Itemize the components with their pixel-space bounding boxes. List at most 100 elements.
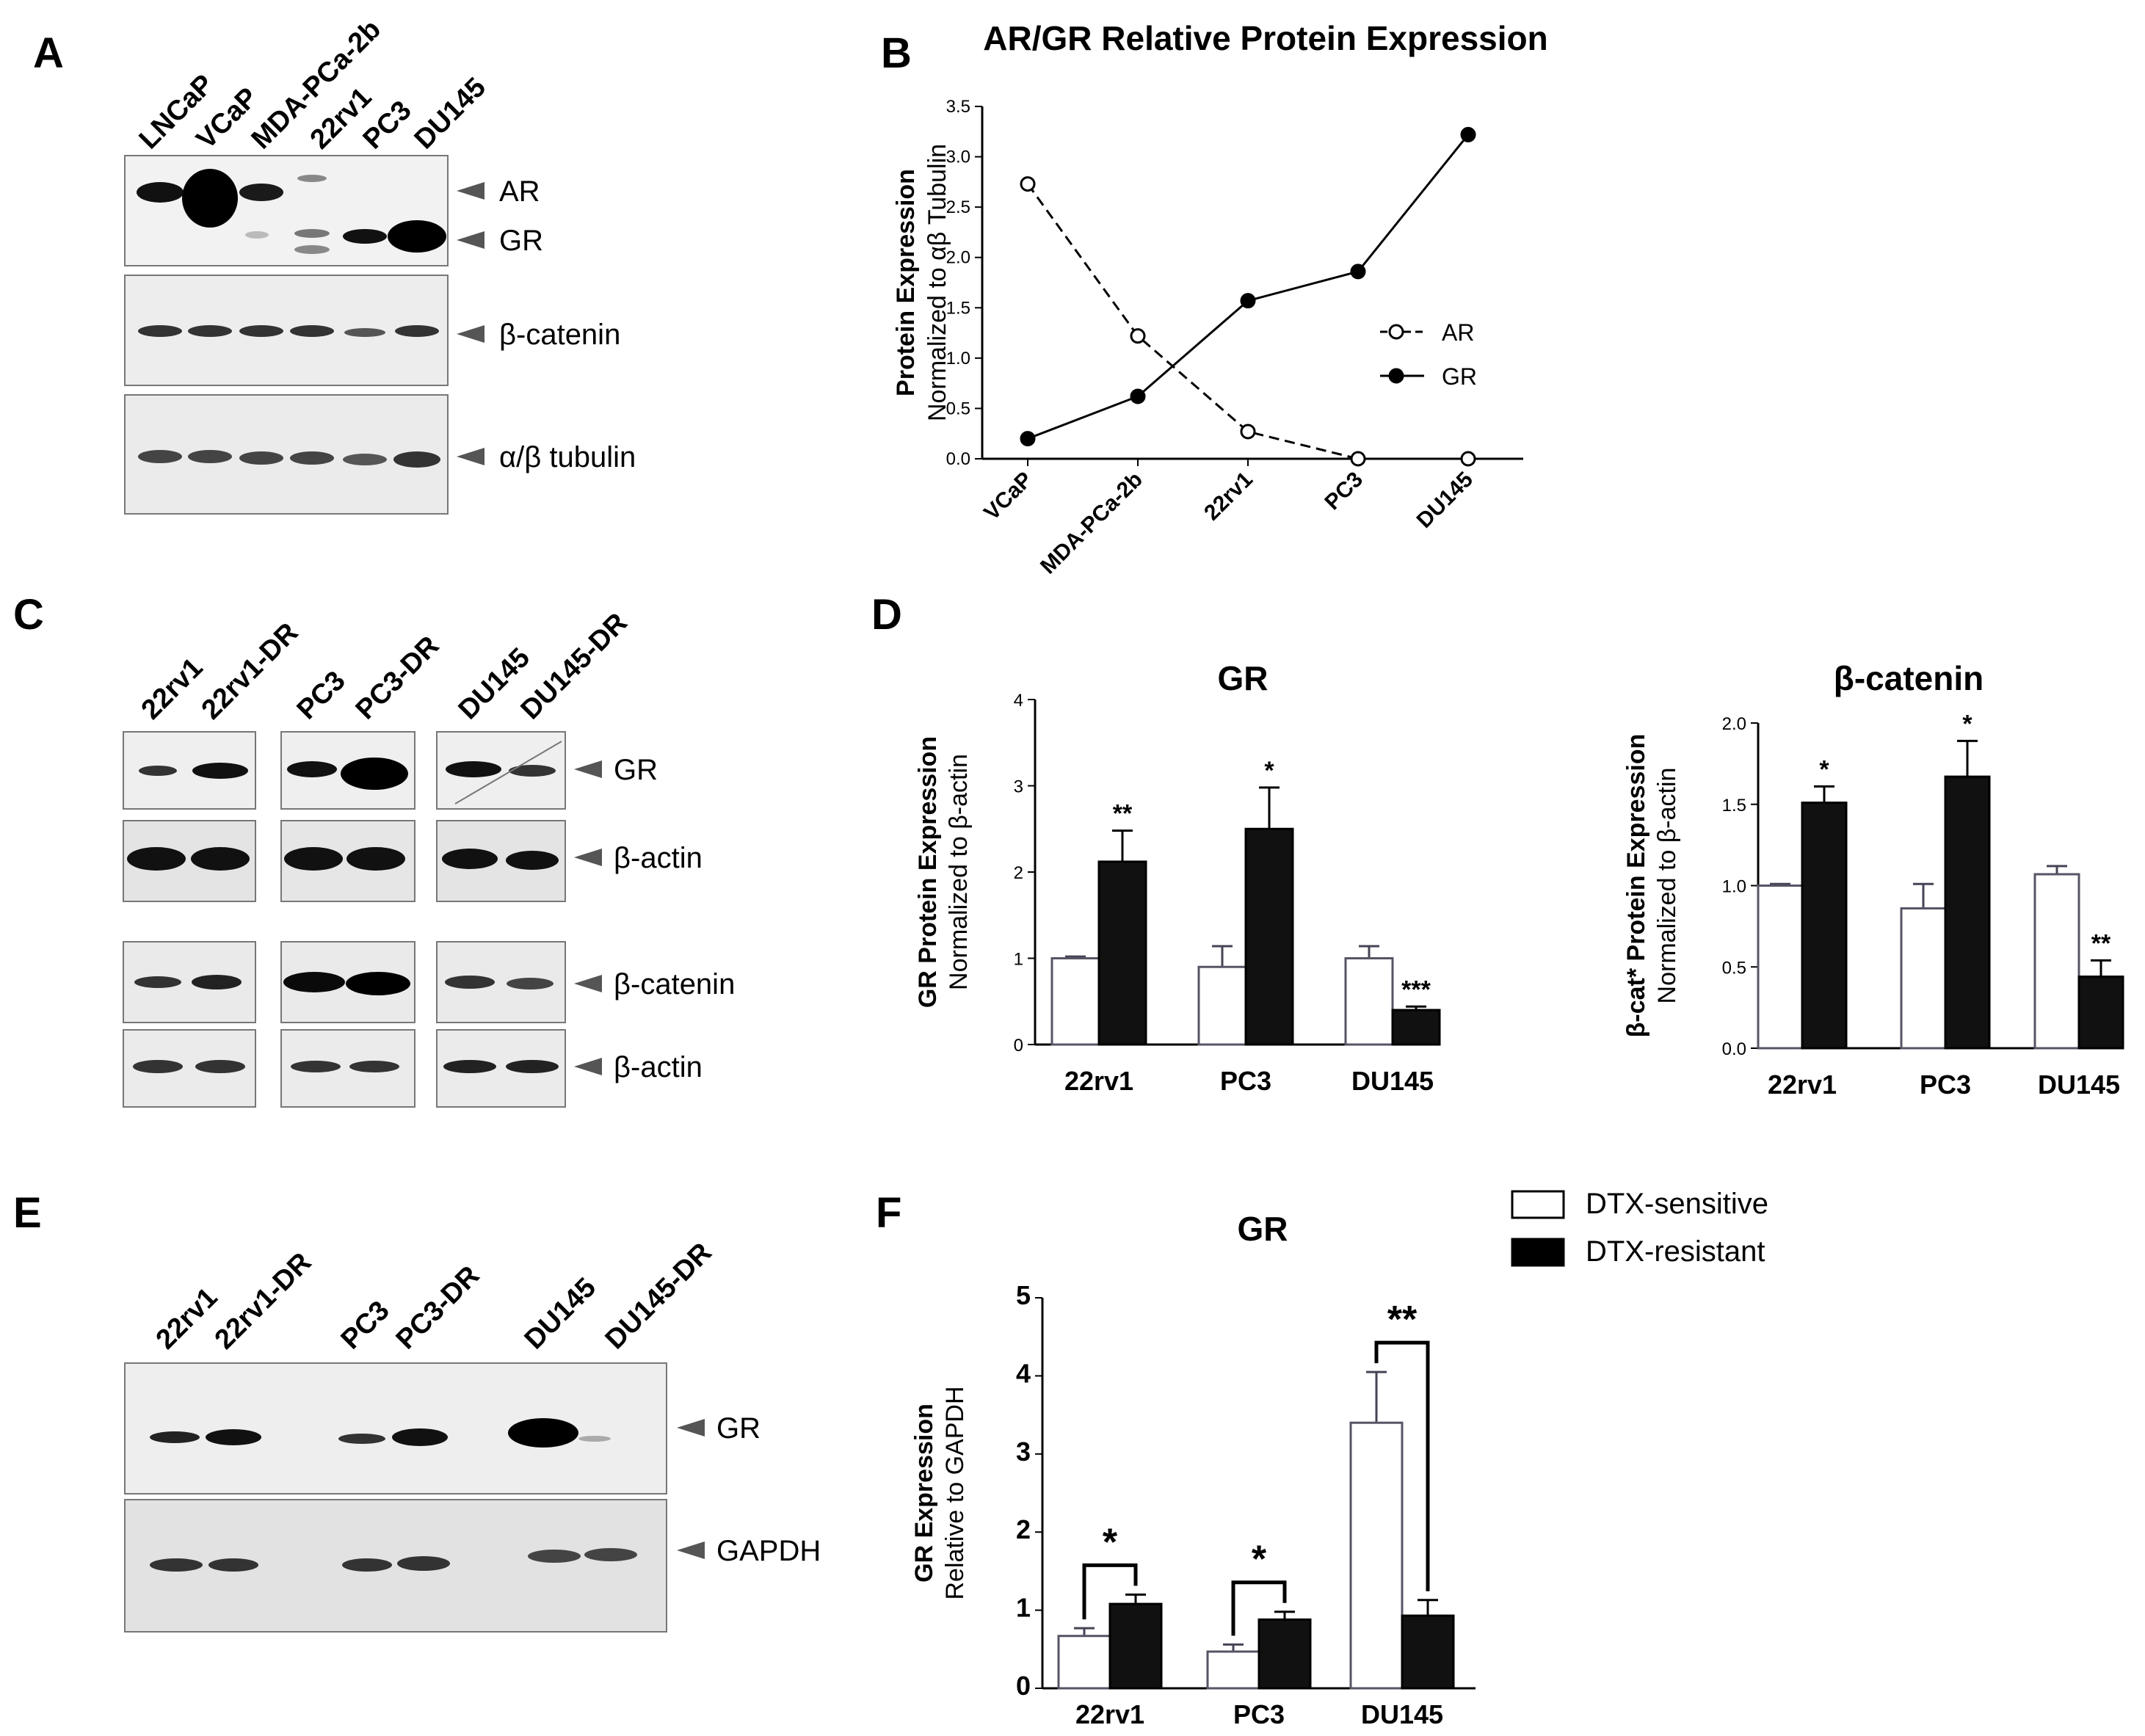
data-point-gr — [1020, 431, 1036, 447]
blot-panel-a: LNCaP VCaP MDA-PCa-2b 22rv1 PC3 DU145 — [124, 14, 636, 515]
legend-entry: AR — [1442, 319, 1474, 346]
significance-stars: * — [1252, 1539, 1267, 1581]
panel-letter-b: B — [881, 29, 912, 77]
blot-panel-c: 22rv1 22rv1-DR PC3 PC3-DR DU145 DU145-DR — [123, 607, 735, 1108]
y-tick-label: 0 — [1014, 1036, 1023, 1056]
bar-resistant — [1391, 1009, 1441, 1046]
band — [443, 1060, 496, 1073]
bar-sensitive — [2033, 873, 2080, 1050]
bar-sensitive — [1050, 957, 1100, 1046]
y-tick-label: 0 — [1016, 1671, 1031, 1701]
y-axis-label-secondary: Normalized to β-actin — [945, 754, 973, 990]
significance-stars: * — [1103, 1521, 1118, 1564]
band — [346, 847, 405, 871]
band — [138, 450, 182, 463]
chart-title: β-catenin — [1834, 659, 1984, 697]
band-label: GR — [614, 754, 658, 786]
series-line-gr — [1027, 134, 1470, 440]
y-axis-label: GR Expression — [910, 1403, 938, 1583]
band — [342, 1558, 392, 1572]
legend-swatch-sensitive — [1511, 1190, 1565, 1219]
lane-label: PC3-DR — [391, 1260, 486, 1356]
band — [346, 972, 410, 995]
band-label: β-catenin — [499, 319, 620, 351]
band — [349, 1061, 399, 1072]
band — [192, 763, 248, 779]
panel-letter-c: C — [13, 591, 44, 639]
band-label: α/β tubulin — [499, 441, 636, 473]
y-tick-label: 3.5 — [946, 97, 970, 117]
blot-membrane — [124, 155, 449, 266]
band — [528, 1550, 581, 1563]
significance-stars: *** — [1401, 976, 1431, 1003]
panel-letter-f: F — [876, 1189, 901, 1237]
band — [584, 1548, 637, 1561]
band — [188, 325, 232, 337]
legend-entry: GR — [1442, 363, 1477, 390]
band — [188, 450, 232, 463]
arrowhead-icon — [457, 182, 484, 200]
band — [506, 1060, 559, 1073]
y-tick-label: 2 — [1014, 863, 1023, 883]
arrowhead-icon — [457, 448, 484, 465]
lane-label: PC3-DR — [350, 631, 446, 726]
y-tick-label: 1 — [1014, 950, 1023, 970]
band — [206, 1429, 261, 1445]
legend-swatch-resistant — [1511, 1238, 1565, 1267]
band — [191, 847, 250, 871]
band — [297, 175, 327, 182]
legend: DTX-sensitive DTX-resistant — [1511, 1188, 1768, 1268]
y-axis-label-secondary: Relative to GAPDH — [941, 1387, 969, 1600]
band — [445, 976, 495, 989]
band — [195, 1060, 245, 1073]
x-tick-label: DU145 — [1412, 468, 1478, 533]
data-point-gr — [1460, 126, 1476, 142]
significance-stars: ** — [2091, 929, 2111, 957]
legend-label-sensitive: DTX-sensitive — [1586, 1188, 1768, 1220]
band-label: AR — [499, 175, 540, 208]
blot-panel-e: 22rv1 22rv1-DR PC3 PC3-DR DU145 DU145-DR… — [124, 1237, 821, 1633]
band — [245, 231, 269, 239]
series-line-ar — [1026, 183, 1468, 460]
x-category-label: DU145 — [2038, 1069, 2120, 1100]
band — [395, 325, 439, 337]
bar-resistant — [2077, 976, 2124, 1050]
band-label: GAPDH — [716, 1535, 821, 1567]
blot-membrane — [124, 1362, 667, 1495]
band — [150, 1558, 203, 1572]
y-tick-label: 2 — [1016, 1514, 1031, 1544]
band — [344, 328, 385, 337]
band — [284, 847, 343, 871]
y-axis-label-secondary: Normalized to αβ Tubulin — [923, 144, 951, 421]
band — [392, 1428, 448, 1446]
y-tick-label: 0.0 — [1722, 1039, 1746, 1059]
band — [446, 761, 501, 777]
y-tick-label: 4 — [1014, 691, 1023, 711]
arrowhead-icon — [677, 1419, 705, 1437]
band — [290, 451, 334, 465]
x-category-label: PC3 — [1220, 1066, 1271, 1096]
band — [208, 1558, 258, 1572]
bar-sensitive — [1197, 965, 1247, 1046]
band — [137, 182, 184, 203]
band — [507, 978, 554, 989]
y-tick-label: 1.0 — [1722, 877, 1746, 897]
y-axis-label: Protein Expression — [892, 169, 920, 396]
significance-stars: * — [1819, 755, 1829, 783]
band — [442, 849, 498, 869]
x-category-label: PC3 — [1233, 1699, 1285, 1729]
data-point-ar — [1130, 328, 1146, 344]
bar-resistant — [1401, 1614, 1455, 1690]
x-category-label: 22rv1 — [1064, 1066, 1133, 1096]
bar-sensitive — [1349, 1421, 1404, 1690]
data-point-gr — [1130, 388, 1146, 404]
data-point-gr — [1350, 264, 1366, 280]
x-tick-label: 22rv1 — [1199, 468, 1257, 526]
bar-resistant — [1801, 802, 1848, 1050]
y-tick-label: 1.0 — [946, 349, 970, 368]
significance-stars: ** — [1113, 800, 1133, 828]
band — [239, 325, 283, 337]
significance-stars: ** — [1387, 1299, 1418, 1341]
lane-label: 22rv1-DR — [209, 1247, 318, 1356]
